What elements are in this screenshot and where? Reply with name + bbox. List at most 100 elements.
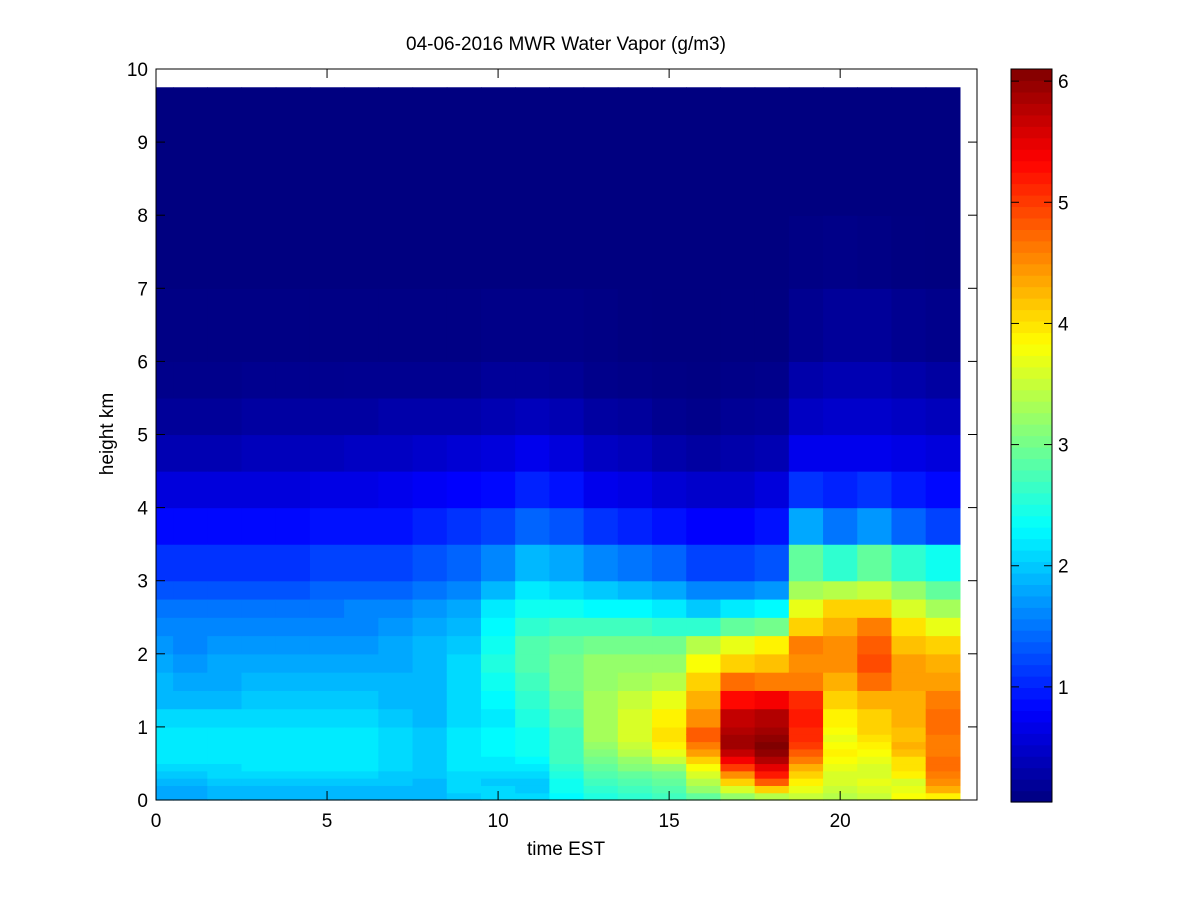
heatmap-cell <box>925 778 961 786</box>
heatmap-cell <box>241 778 277 786</box>
heatmap-cell <box>652 763 687 772</box>
heatmap-cell <box>549 288 585 362</box>
heatmap-cell <box>309 617 345 637</box>
heatmap-cell <box>173 726 208 735</box>
heatmap-cell <box>515 471 550 509</box>
heatmap-cell <box>275 544 311 582</box>
colorbar-band <box>1011 595 1052 608</box>
heatmap-cell <box>515 544 550 582</box>
heatmap-cell <box>275 87 311 143</box>
colorbar-band <box>1011 653 1052 666</box>
heatmap-cell <box>788 288 824 362</box>
heatmap-cell <box>652 635 687 655</box>
heatmap-cell <box>617 792 653 801</box>
heatmap-cell <box>412 215 448 289</box>
heatmap-cell <box>480 215 516 289</box>
heatmap-cell <box>275 756 311 765</box>
y-tick-label: 5 <box>137 426 148 447</box>
heatmap-cell <box>207 708 243 728</box>
heatmap-cell <box>549 87 585 143</box>
heatmap-cell <box>891 580 927 600</box>
colorbar-band <box>1011 298 1052 311</box>
heatmap-cell <box>925 544 961 582</box>
heatmap-cell <box>446 756 482 765</box>
heatmap-cell <box>173 635 208 655</box>
heatmap-cell <box>925 770 961 779</box>
heatmap-cell <box>754 544 790 582</box>
heatmap-cell <box>515 748 550 757</box>
heatmap-cell <box>446 770 482 779</box>
heatmap-cell <box>412 635 448 655</box>
heatmap-cell <box>686 580 722 600</box>
heatmap-cell <box>857 544 893 582</box>
heatmap-cell <box>309 708 345 728</box>
heatmap-cell <box>207 87 243 143</box>
heatmap-cell <box>925 87 961 143</box>
heatmap-cell <box>241 635 277 655</box>
heatmap-cell <box>583 792 619 801</box>
heatmap-cell <box>617 785 653 794</box>
heatmap-cell <box>173 215 208 289</box>
heatmap-cell <box>549 507 585 545</box>
heatmap-cell <box>617 653 653 673</box>
heatmap-cell <box>275 507 311 545</box>
heatmap-cell <box>412 734 448 743</box>
colorbar: 1 2 3 4 5 6 <box>1010 68 1069 803</box>
heatmap-cell <box>925 397 961 436</box>
heatmap-cell <box>309 580 345 600</box>
heatmap-cell <box>412 756 448 765</box>
heatmap-cell <box>344 734 379 743</box>
heatmap-cell <box>446 215 482 289</box>
heatmap-cell <box>686 690 722 710</box>
heatmap-cell <box>925 708 961 728</box>
heatmap-cell <box>344 672 379 691</box>
heatmap-cell <box>378 748 414 757</box>
heatmap-cell <box>857 785 893 794</box>
heatmap-cell <box>652 434 687 472</box>
colorbar-band <box>1011 584 1052 597</box>
heatmap-cell <box>549 770 585 779</box>
heatmap-cell <box>823 544 858 582</box>
heatmap-cell <box>788 726 824 735</box>
heatmap-cell <box>720 434 756 472</box>
heatmap-cell <box>241 397 277 436</box>
heatmap-cell <box>857 288 893 362</box>
heatmap-cell <box>156 215 174 289</box>
colorbar-band <box>1011 252 1052 265</box>
heatmap-cell <box>156 635 174 655</box>
colorbar-band <box>1011 527 1052 540</box>
heatmap-cell <box>720 544 756 582</box>
heatmap-cell <box>925 792 961 801</box>
x-tick-label: 0 <box>151 811 162 832</box>
heatmap-cell <box>241 288 277 362</box>
colorbar-band <box>1011 504 1052 517</box>
heatmap-cell <box>412 726 448 735</box>
heatmap-cell <box>754 580 790 600</box>
heatmap-cell <box>173 741 208 750</box>
heatmap-cell <box>241 87 277 143</box>
heatmap-cell <box>891 726 927 735</box>
heatmap-cell <box>378 792 414 801</box>
heatmap-cell <box>378 734 414 743</box>
heatmap-cell <box>720 635 756 655</box>
heatmap-cell <box>378 544 414 582</box>
heatmap-cell <box>378 87 414 143</box>
heatmap-cell <box>891 87 927 143</box>
heatmap-cell <box>480 763 516 772</box>
heatmap-cell <box>156 288 174 362</box>
x-axis-ticks: 0 5 10 15 20 <box>151 69 851 832</box>
colorbar-band <box>1011 424 1052 437</box>
heatmap-cell <box>275 471 311 509</box>
heatmap-cell <box>344 635 379 655</box>
heatmap-cell <box>344 215 379 289</box>
heatmap-cell <box>823 748 858 757</box>
heatmap-cell <box>309 778 345 786</box>
heatmap-cell <box>309 763 345 772</box>
heatmap-cell <box>583 215 619 289</box>
heatmap-cell <box>583 763 619 772</box>
colorbar-band <box>1011 320 1052 334</box>
heatmap-cell <box>788 434 824 472</box>
heatmap-cell <box>823 672 858 691</box>
colorbar-band <box>1011 721 1052 734</box>
colorbar-band <box>1011 790 1052 803</box>
